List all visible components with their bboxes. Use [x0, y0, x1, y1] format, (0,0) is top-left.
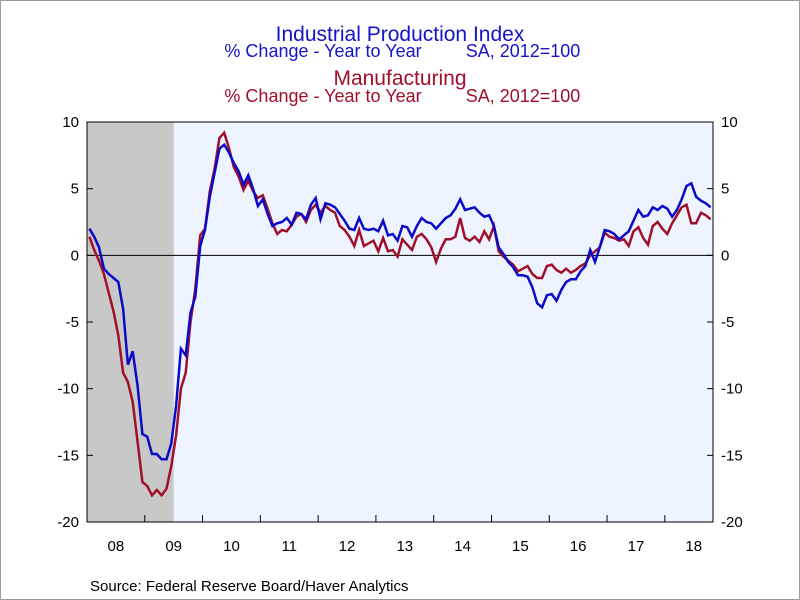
y-tick-label-right: -20: [721, 514, 743, 531]
x-tick-label: 09: [165, 538, 182, 555]
series-line-industrial-production: [88, 142, 712, 461]
x-tick-label: 14: [454, 538, 471, 555]
chart-title-manufacturing: Manufacturing: [333, 67, 466, 90]
y-tick-label-right: -15: [721, 447, 743, 464]
y-tick-label-left: -5: [66, 314, 79, 331]
y-tick-label-left: -10: [57, 381, 79, 398]
subtitle-industrial-change: % Change - Year to Year: [224, 41, 421, 61]
source-note: Source: Federal Reserve Board/Haver Anal…: [90, 578, 408, 595]
x-tick-label: 15: [512, 538, 529, 555]
y-tick-label-left: 0: [71, 247, 79, 264]
x-tick-label: 16: [570, 538, 587, 555]
x-tick-label: 17: [628, 538, 645, 555]
y-tick-label-left: -20: [57, 514, 79, 531]
y-axis-left: 10 5 0 -5 -10 -15 -20: [57, 114, 93, 531]
subtitle-manufacturing-change: % Change - Year to Year: [224, 86, 421, 106]
y-tick-label-left: 5: [71, 181, 79, 198]
y-tick-label-left: -15: [57, 447, 79, 464]
y-tick-label-left: 10: [62, 114, 79, 131]
x-tick-label: 11: [281, 538, 297, 555]
chart-title-industrial: Industrial Production Index: [276, 23, 525, 46]
x-tick-label: 12: [339, 538, 356, 555]
y-tick-label-right: 5: [721, 181, 729, 198]
x-tick-label: 10: [223, 538, 240, 555]
x-tick-label: 13: [396, 538, 413, 555]
recession-shading: [87, 122, 174, 522]
subtitle-manufacturing-basis: SA, 2012=100: [466, 86, 581, 106]
y-tick-label-right: -10: [721, 381, 743, 398]
plot-area: [87, 122, 713, 522]
x-axis: 08 09 10 11 12 13 14 15 16 17 18: [86, 515, 702, 555]
subtitle-industrial-basis: SA, 2012=100: [466, 41, 581, 61]
y-tick-label-right: -5: [721, 314, 734, 331]
y-tick-label-right: 10: [721, 114, 738, 131]
x-tick-label: 08: [108, 538, 125, 555]
y-axis-right: 10 5 0 -5 -10 -15 -20: [707, 114, 743, 531]
x-tick-label: 18: [685, 538, 702, 555]
y-tick-label-right: 0: [721, 247, 729, 264]
